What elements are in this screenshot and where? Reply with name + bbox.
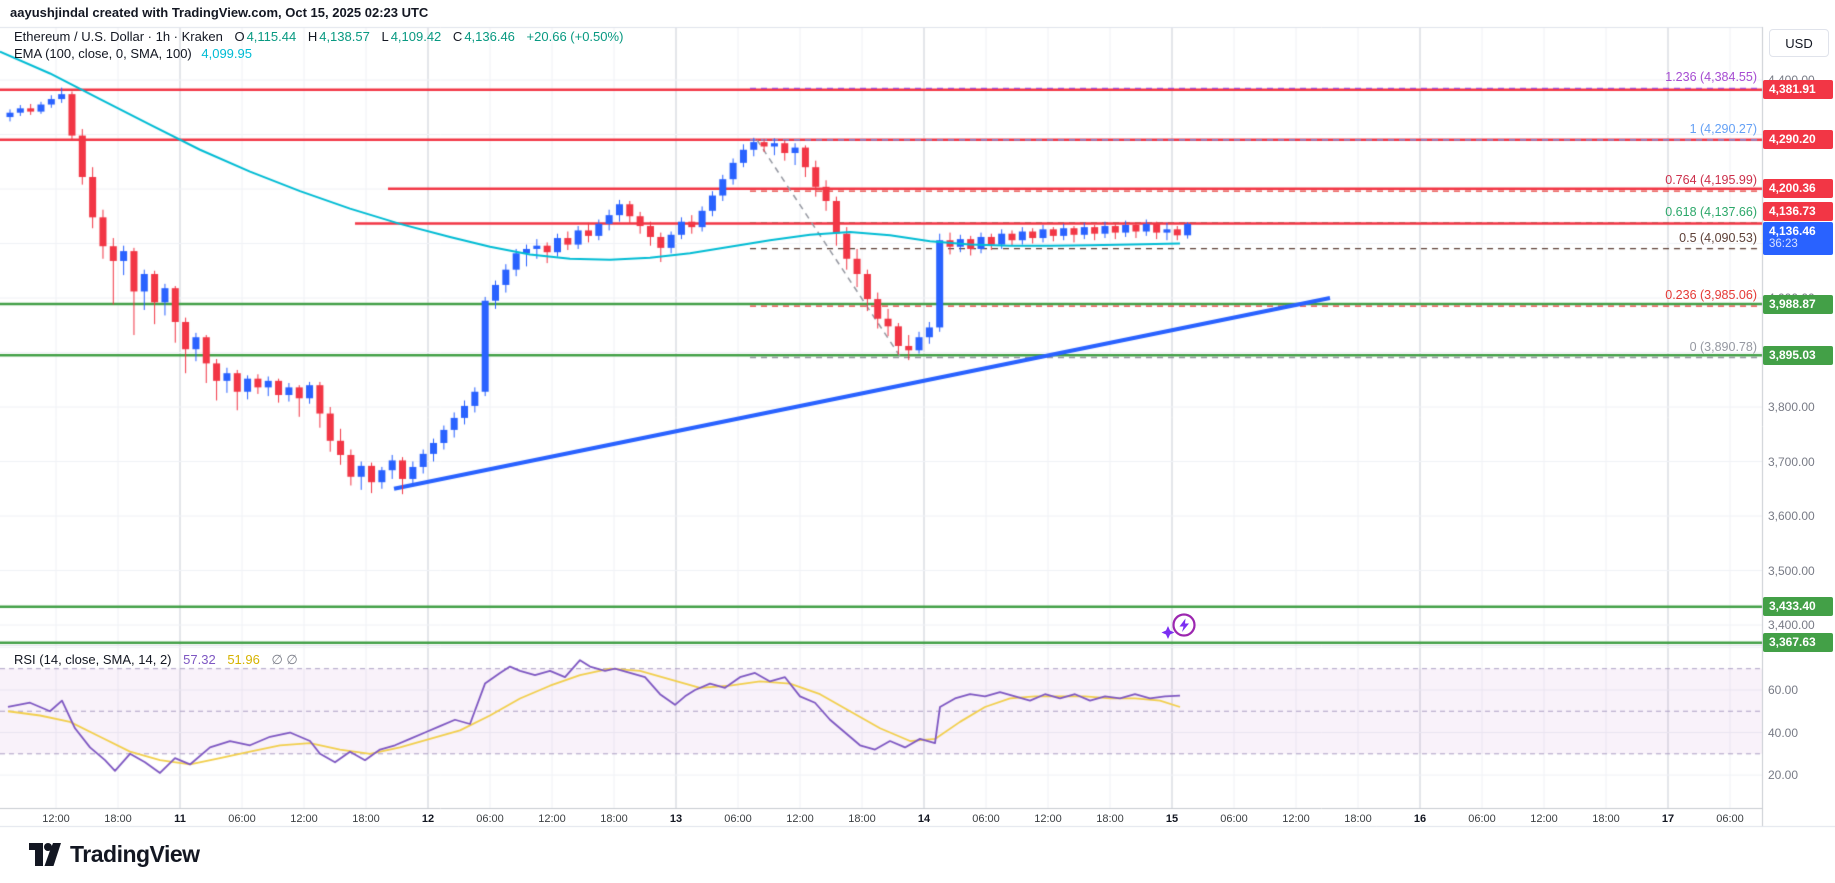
price-axis-tick: 3,500.00 xyxy=(1768,563,1815,578)
time-label: 06:00 xyxy=(1468,813,1496,825)
fib-level-label: 0.764 (4,195.99) xyxy=(1665,173,1757,188)
flash-sparkle-icon[interactable] xyxy=(1160,610,1200,644)
time-label: 18:00 xyxy=(352,813,380,825)
low-letter: L xyxy=(381,29,389,44)
price-label-420036: 4,200.36 xyxy=(1763,179,1833,199)
time-label: 18:00 xyxy=(104,813,132,825)
bar-countdown: 36:23 xyxy=(1769,237,1798,250)
price-label-398887: 3,988.87 xyxy=(1763,294,1833,314)
price-axis-tick: 3,600.00 xyxy=(1768,509,1815,523)
open-value: 4,115.44 xyxy=(246,29,297,44)
time-label-day: 15 xyxy=(1165,813,1179,825)
currency-toggle-button[interactable]: USD xyxy=(1769,29,1829,57)
fib-level-label: 0.618 (4,137.66) xyxy=(1665,204,1757,219)
time-label-day: 13 xyxy=(669,813,683,825)
rsi-axis-tick: 40.00 xyxy=(1768,725,1799,740)
rsi-empty-bands: ∅ ∅ xyxy=(271,652,298,667)
time-label: 06:00 xyxy=(228,813,256,825)
fib-level-label: 1 (4,290.27) xyxy=(1689,121,1757,136)
time-label-day: 12 xyxy=(421,813,435,825)
change-value: +20.66 (+0.50%) xyxy=(526,29,624,44)
time-label-day: 14 xyxy=(917,813,931,825)
rsi-axis-tick: 60.00 xyxy=(1768,682,1799,697)
time-label: 06:00 xyxy=(1220,813,1248,825)
price-label-413646: 4,136.46 36:23 xyxy=(1763,221,1833,255)
price-label-438191: 4,381.91 xyxy=(1763,80,1833,100)
rsi-value: 57.32 xyxy=(183,652,216,667)
price-label-343340: 3,433.40 xyxy=(1763,597,1833,617)
time-label: 18:00 xyxy=(1592,813,1620,825)
time-label: 18:00 xyxy=(600,813,628,825)
time-label: 12:00 xyxy=(1034,813,1062,825)
rsi-axis-tick: 20.00 xyxy=(1768,768,1799,783)
symbol-legend-row[interactable]: Ethereum / U.S. Dollar · 1h · Kraken O 4,… xyxy=(14,29,623,44)
ema-indicator-name: EMA (100, close, 0, SMA, 100) xyxy=(14,46,192,61)
tradingview-logo[interactable]: TradingView xyxy=(28,840,200,868)
time-label-day: 16 xyxy=(1413,813,1427,825)
time-label: 12:00 xyxy=(1282,813,1310,825)
tradingview-logo-text: TradingView xyxy=(70,840,200,867)
time-label: 06:00 xyxy=(476,813,504,825)
time-label: 12:00 xyxy=(42,813,70,825)
tradingview-logo-mark xyxy=(29,843,61,866)
time-label: 06:00 xyxy=(1716,813,1744,825)
fib-level-label: 0 (3,890.78) xyxy=(1689,339,1757,354)
price-axis-tick: 3,400.00 xyxy=(1768,618,1815,632)
rsi-indicator-name: RSI (14, close, SMA, 14, 2) xyxy=(14,652,172,667)
close-letter: C xyxy=(452,29,463,44)
time-label: 06:00 xyxy=(724,813,752,825)
high-value: 4,138.57 xyxy=(319,29,370,44)
time-label: 18:00 xyxy=(1096,813,1124,825)
price-label-389503: 3,895.03 xyxy=(1763,345,1833,365)
time-label: 18:00 xyxy=(1344,813,1372,825)
high-letter: H xyxy=(307,29,318,44)
close-value: 4,136.46 xyxy=(464,29,515,44)
price-label-336763: 3,367.63 xyxy=(1763,633,1833,653)
fib-level-label: 1.236 (4,384.55) xyxy=(1665,70,1757,85)
price-axis-tick: 3,700.00 xyxy=(1768,454,1815,469)
fib-level-label: 0.236 (3,985.06) xyxy=(1665,288,1757,303)
symbol-title: Ethereum / U.S. Dollar · 1h · Kraken xyxy=(14,29,223,44)
low-value: 4,109.42 xyxy=(390,29,442,44)
ema-value: 4,099.95 xyxy=(201,46,252,61)
time-label-day: 11 xyxy=(174,813,186,825)
attribution-text: aayushjindal created with TradingView.co… xyxy=(10,5,429,20)
price-label-429020: 4,290.20 xyxy=(1763,130,1833,150)
rsi-sma-value: 51.96 xyxy=(227,652,260,667)
price-label-413673: 4,136.73 xyxy=(1763,201,1833,221)
open-letter: O xyxy=(234,29,245,44)
time-label: 12:00 xyxy=(290,813,318,825)
rsi-legend-row[interactable]: RSI (14, close, SMA, 14, 2) 57.32 51.96 … xyxy=(14,652,298,668)
time-label: 12:00 xyxy=(1530,813,1558,825)
fib-level-label: 0.5 (4,090.53) xyxy=(1679,230,1757,245)
time-label: 12:00 xyxy=(786,813,814,825)
time-label: 06:00 xyxy=(972,813,1000,825)
price-axis-tick: 3,800.00 xyxy=(1768,400,1815,414)
time-label: 18:00 xyxy=(848,813,876,825)
ema-legend-row[interactable]: EMA (100, close, 0, SMA, 100) 4,099.95 xyxy=(14,46,252,61)
time-label: 12:00 xyxy=(538,813,566,825)
time-label-day: 17 xyxy=(1661,813,1675,825)
